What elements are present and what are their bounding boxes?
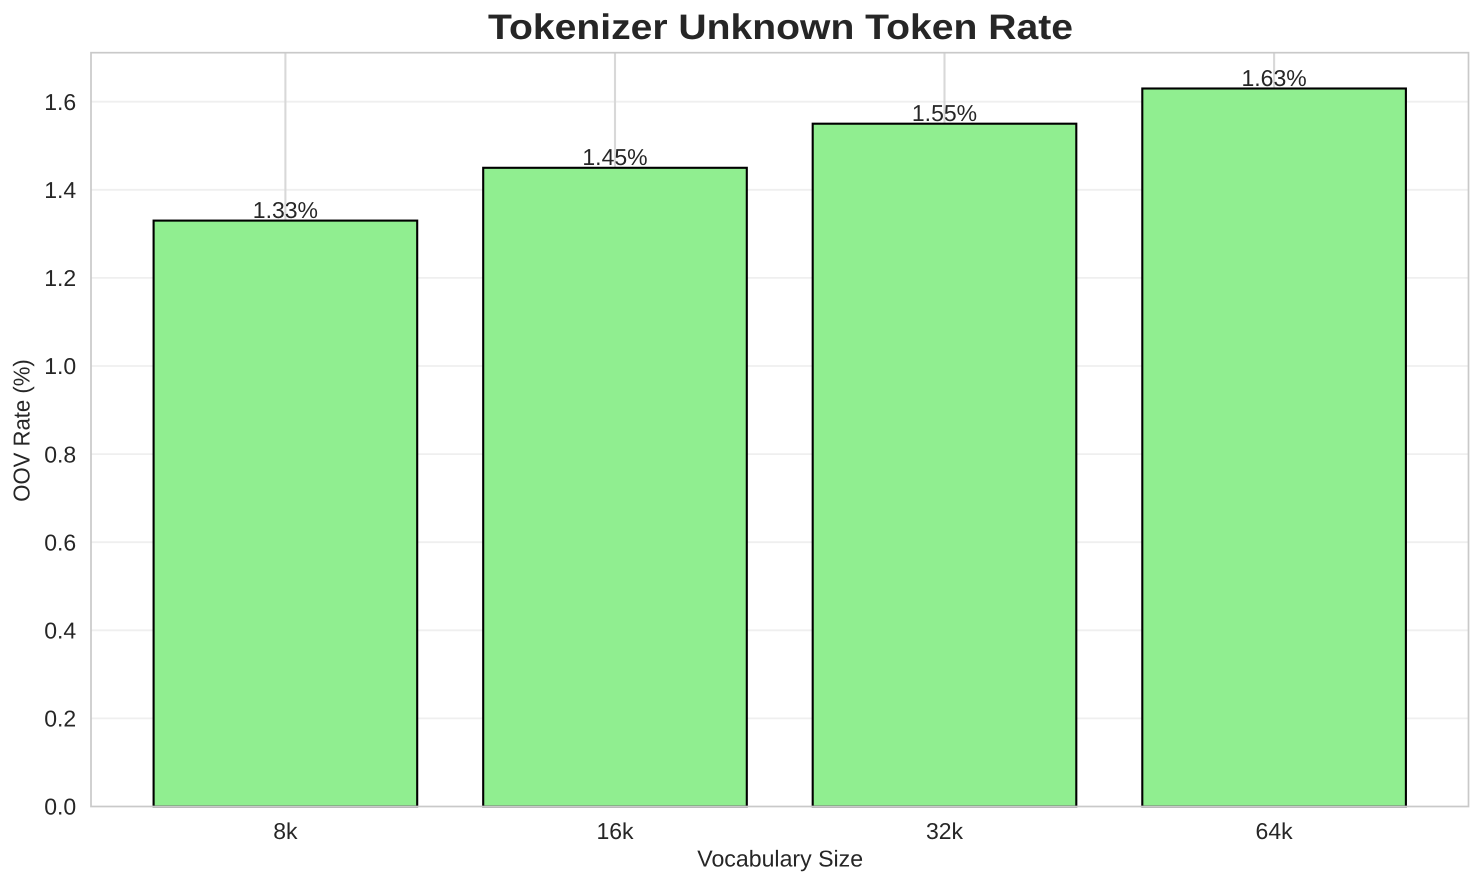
- svg-text:1.55%: 1.55%: [912, 100, 977, 126]
- svg-text:16k: 16k: [596, 818, 634, 844]
- svg-text:1.4: 1.4: [44, 177, 76, 203]
- svg-text:0.8: 0.8: [44, 441, 76, 467]
- svg-text:OOV Rate (%): OOV Rate (%): [9, 359, 35, 502]
- svg-text:32k: 32k: [926, 818, 964, 844]
- svg-text:1.33%: 1.33%: [253, 197, 318, 223]
- svg-text:0.0: 0.0: [44, 794, 76, 820]
- svg-text:0.6: 0.6: [44, 529, 76, 555]
- svg-text:1.63%: 1.63%: [1241, 65, 1306, 91]
- svg-text:1.2: 1.2: [44, 265, 76, 291]
- svg-text:1.45%: 1.45%: [582, 144, 647, 170]
- svg-text:1.0: 1.0: [44, 353, 76, 379]
- svg-text:Tokenizer Unknown Token Rate: Tokenizer Unknown Token Rate: [488, 7, 1073, 47]
- svg-text:Vocabulary Size: Vocabulary Size: [697, 846, 863, 872]
- svg-text:8k: 8k: [273, 818, 298, 844]
- svg-text:0.2: 0.2: [44, 706, 76, 732]
- svg-text:1.6: 1.6: [44, 89, 76, 115]
- svg-text:64k: 64k: [1256, 818, 1294, 844]
- svg-text:0.4: 0.4: [44, 618, 76, 644]
